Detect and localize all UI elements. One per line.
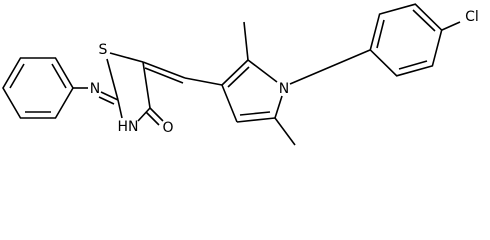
atom-label: N (90, 81, 100, 97)
molecule-diagram: S N HN O N Cl (2, 3, 479, 146)
atom-label: N (279, 81, 289, 97)
atom-labels: S N HN O N Cl (90, 9, 479, 136)
atom-label: S (99, 42, 108, 58)
atom-label: O (162, 120, 173, 136)
bonds (2, 3, 461, 146)
atom-label: Cl (465, 9, 479, 25)
atom-label: HN (118, 119, 139, 135)
